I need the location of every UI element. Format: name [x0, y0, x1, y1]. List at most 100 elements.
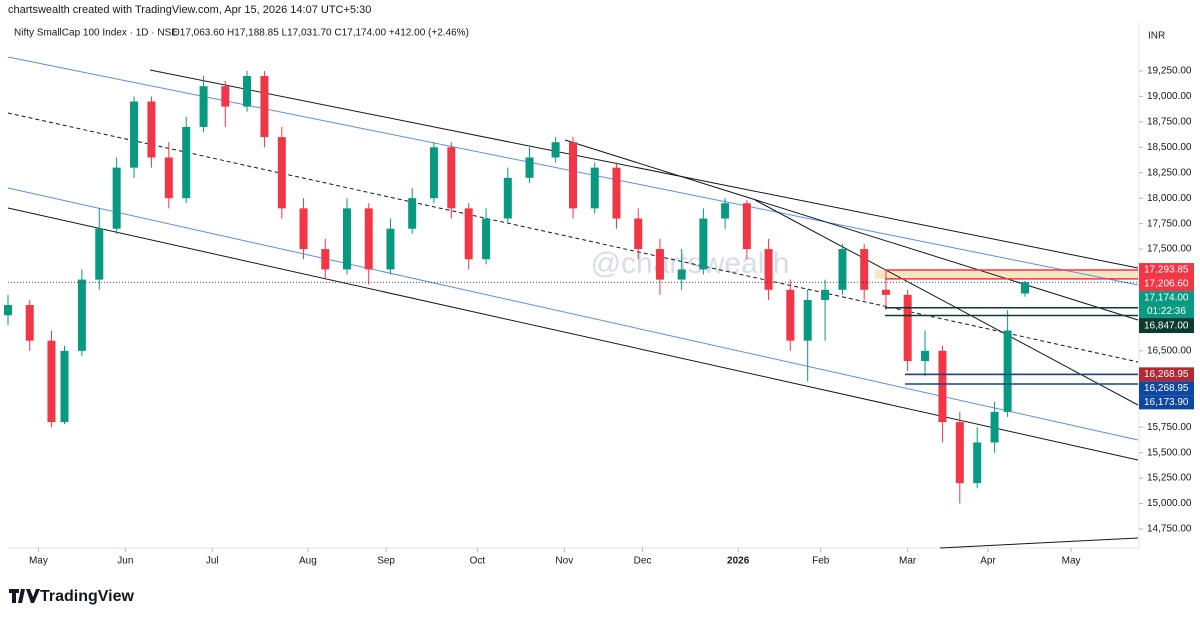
level-box	[1139, 263, 1194, 278]
ohlc: O17,063.60 H17,188.85 L17,031.70 C17,174…	[172, 28, 469, 39]
level-box	[1139, 395, 1194, 410]
candle-body	[634, 218, 643, 250]
y-tick-label: 19,250.00	[1147, 66, 1192, 77]
candle-body	[464, 208, 473, 260]
level-label: 17,206.60	[1144, 279, 1189, 290]
candle-body	[677, 269, 686, 280]
candle-body	[903, 294, 912, 362]
level-box	[1139, 277, 1194, 292]
candle-body	[277, 137, 286, 209]
candle-body	[525, 157, 534, 178]
channel-line	[7, 187, 1139, 441]
x-tick-label: Mar	[899, 556, 917, 567]
credit: chartswealth created with TradingView.co…	[8, 4, 371, 16]
candle-body	[4, 305, 12, 316]
candle-body	[803, 299, 812, 341]
candle-body	[482, 218, 491, 260]
watermark: @chartswealth	[591, 247, 790, 280]
trendline	[7, 207, 1139, 461]
y-tick-label: 15,500.00	[1147, 447, 1192, 458]
candle-body	[77, 279, 86, 351]
candle-body	[130, 101, 139, 168]
fan-line	[564, 139, 1139, 321]
y-tick-label: 18,500.00	[1147, 142, 1192, 153]
candle-body	[299, 208, 308, 250]
y-tick-label: 15,000.00	[1147, 498, 1192, 509]
y-tick-label: 18,750.00	[1147, 116, 1192, 127]
y-tick-label: 18,250.00	[1147, 167, 1192, 178]
level-box	[1139, 319, 1194, 334]
candle-body	[343, 208, 351, 270]
candle-body	[182, 126, 191, 199]
x-tick-label: Sep	[377, 556, 395, 567]
footer-logo: TradingView	[9, 588, 135, 605]
mid-line	[7, 112, 1139, 363]
candle-body	[990, 411, 999, 443]
y-tick-label: 18,000.00	[1147, 193, 1192, 204]
x-tick-label: Nov	[555, 556, 573, 567]
fan-line	[754, 199, 1139, 406]
symbol[interactable]: Nifty SmallCap 100 Index · 1D · NSE	[14, 28, 178, 39]
x-tick-label: Aug	[299, 556, 317, 567]
x-tick-label: Jul	[206, 556, 219, 567]
candle-body	[95, 228, 104, 280]
candle-body	[590, 167, 599, 209]
candle-body	[881, 289, 890, 295]
level-label: 17,293.85	[1144, 265, 1189, 276]
candle-body	[569, 142, 577, 209]
candle-body	[821, 289, 830, 300]
candle-body	[1021, 282, 1029, 294]
candle-body	[321, 249, 330, 270]
y-tick-label: 17,500.00	[1147, 244, 1192, 255]
candle-body	[408, 198, 417, 229]
candle-body	[938, 350, 947, 423]
level-label: 16,173.90	[1144, 397, 1189, 408]
candle-body	[838, 249, 847, 290]
candle-body	[47, 340, 56, 423]
candle-body	[786, 289, 795, 341]
currency: INR	[1148, 31, 1165, 42]
y-tick-label: 15,250.00	[1147, 473, 1192, 484]
candle-body	[164, 157, 173, 199]
x-tick-label: Dec	[634, 556, 652, 567]
y-tick-label: 17,750.00	[1147, 218, 1192, 229]
trendline	[149, 69, 1139, 269]
candle-body	[221, 86, 230, 107]
candle-body	[60, 350, 69, 423]
candle-body	[721, 203, 730, 219]
candle-body	[860, 249, 869, 290]
countdown-box	[1139, 305, 1194, 319]
candle-body	[112, 167, 121, 229]
candle-body	[1003, 330, 1012, 412]
candle-body	[973, 442, 982, 484]
countdown: 01:22:36	[1147, 306, 1186, 317]
candle-body	[921, 350, 930, 362]
candle-body	[25, 305, 34, 341]
x-tick-label: Feb	[812, 556, 830, 567]
x-tick-label: Apr	[980, 556, 996, 567]
level-label: 16,847.00	[1144, 321, 1189, 332]
candle-body	[260, 76, 269, 138]
level-box	[1139, 367, 1194, 382]
y-tick-label: 15,750.00	[1147, 422, 1192, 433]
level-label: 17,174.00	[1144, 293, 1189, 304]
candle-body	[429, 147, 438, 199]
candle-body	[243, 76, 252, 107]
candle-body	[699, 218, 708, 270]
level-box	[1139, 381, 1194, 396]
candle-body	[364, 208, 373, 270]
candle-body	[612, 167, 621, 219]
y-tick-label: 19,000.00	[1147, 91, 1192, 102]
x-tick-label: Jun	[117, 556, 133, 567]
candle-body	[655, 249, 664, 280]
x-tick-label: May	[29, 556, 48, 567]
candle-body	[955, 422, 964, 484]
candle-body	[503, 177, 512, 219]
level-label: 16,268.95	[1144, 383, 1189, 394]
x-tick-label: 2026	[727, 556, 750, 567]
x-tick-label: May	[1062, 556, 1081, 567]
candle-body	[386, 228, 395, 270]
